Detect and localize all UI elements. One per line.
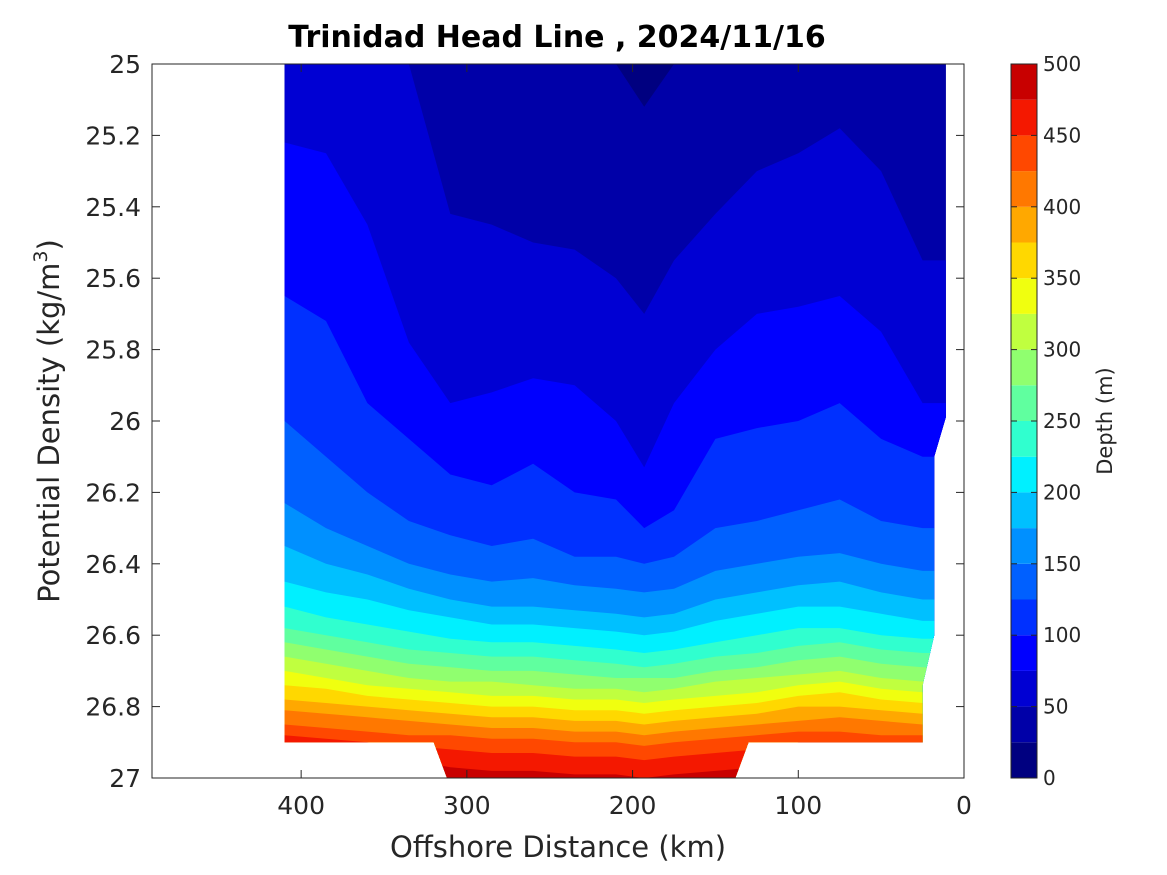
plot-area: 400 300 200 100 0 25 25.2 25.4 25.6 25.8 26 26.2 26…: [85, 50, 972, 820]
colorbar-tick-label: 250: [1043, 409, 1081, 433]
colorbar-swatch: [1011, 385, 1037, 421]
x-axis: 400 300 200 100 0: [277, 64, 972, 820]
colorbar-swatch: [1011, 563, 1037, 600]
y-tick-label: 25.4: [85, 193, 141, 222]
colorbar-swatch: [1011, 528, 1037, 564]
colorbar-tick-label: 300: [1043, 338, 1081, 362]
colorbar-swatch: [1011, 171, 1037, 207]
y-tick-label: 26.8: [85, 693, 141, 722]
y-tick-label: 25: [109, 50, 141, 79]
colorbar-swatch: [1011, 742, 1037, 778]
y-tick-label: 26.4: [85, 550, 141, 579]
y-axis-title-superscript: 3: [30, 250, 52, 262]
colorbar-tick-label: 0: [1043, 766, 1056, 790]
y-tick-label: 26.6: [85, 621, 141, 650]
colorbar-tick-label: 400: [1043, 195, 1081, 219]
chart-title: Trinidad Head Line , 2024/11/16: [288, 20, 825, 55]
y-tick-label: 25.6: [85, 264, 141, 293]
colorbar-tick-label: 150: [1043, 552, 1081, 576]
x-tick-label: 300: [443, 791, 491, 820]
colorbar-swatch: [1011, 313, 1037, 350]
colorbar-swatch: [1011, 492, 1037, 529]
y-axis-title-close: ): [32, 239, 66, 250]
x-tick-label: 200: [609, 791, 657, 820]
colorbar-swatch: [1011, 706, 1037, 743]
y-tick-label: 25.2: [85, 121, 141, 150]
y-tick-label: 27: [109, 764, 141, 793]
y-tick-label: 26.2: [85, 478, 141, 507]
y-axis-title: Potential Density (kg/m3): [30, 239, 66, 603]
colorbar-tick-label: 450: [1043, 123, 1081, 147]
colorbar-swatch: [1011, 670, 1037, 707]
colorbar-tick-label: 500: [1043, 52, 1081, 76]
colorbar-swatch: [1011, 99, 1037, 136]
x-tick-label: 400: [277, 791, 325, 820]
y-tick-label: 25.8: [85, 336, 141, 365]
colorbar-swatch: [1011, 635, 1037, 671]
colorbar-tick-label: 100: [1043, 623, 1081, 647]
colorbar-swatch: [1011, 242, 1037, 279]
y-axis-title-text: Potential Density (kg/m: [32, 263, 66, 603]
colorbar-swatch: [1011, 135, 1037, 172]
colorbar-tick-label: 350: [1043, 266, 1081, 290]
y-tick-label: 26: [109, 407, 141, 436]
y-axis: 25 25.2 25.4 25.6 25.8 26 26.2 26.4 26.6 26.8 27: [85, 50, 964, 793]
x-tick-label: 0: [956, 791, 972, 820]
colorbar-swatch: [1011, 349, 1037, 386]
colorbar-tick-label: 200: [1043, 480, 1081, 504]
x-tick-label: 100: [774, 791, 822, 820]
colorbar-tick-label: 50: [1043, 695, 1068, 719]
colorbar-swatch: [1011, 206, 1037, 243]
colorbar-swatch: [1011, 278, 1037, 314]
x-axis-title: Offshore Distance (km): [390, 830, 726, 864]
colorbar: 0 50 100 150 200 250 300 350 400 450 500: [1010, 52, 1081, 790]
colorbar-swatch: [1011, 456, 1037, 493]
colorbar-swatch: [1011, 599, 1037, 636]
colorbar-swatch: [1011, 421, 1037, 457]
colorbar-title: Depth (m): [1093, 367, 1117, 474]
colorbar-swatch: [1011, 64, 1037, 100]
contour-bands: [284, 64, 946, 778]
